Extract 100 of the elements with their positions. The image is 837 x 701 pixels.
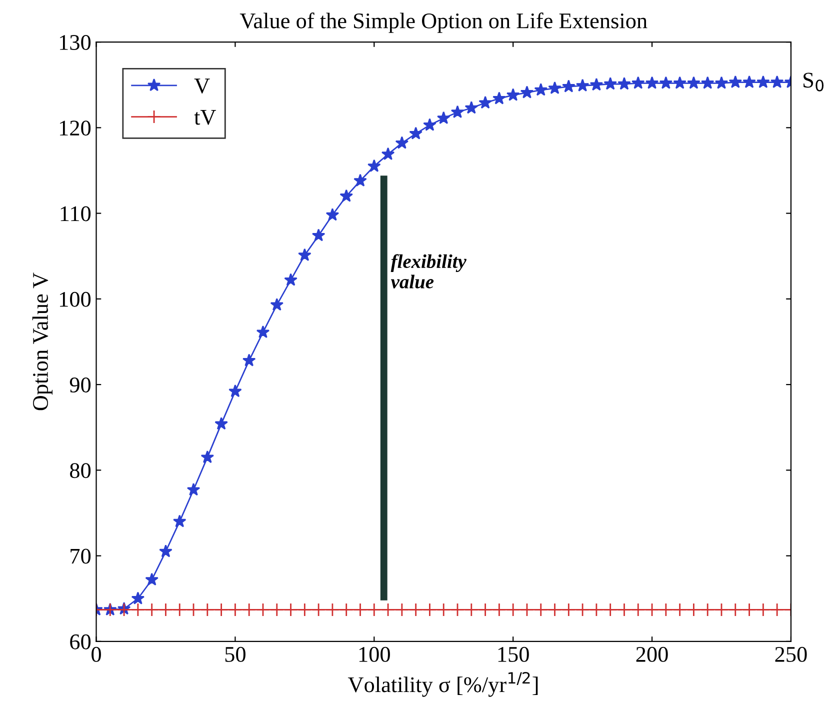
- point: [242, 354, 256, 366]
- point: [144, 602, 159, 617]
- point: [756, 602, 770, 617]
- point: [312, 602, 326, 617]
- point: [464, 602, 478, 617]
- point: [673, 76, 686, 89]
- point: [742, 602, 756, 617]
- point: [158, 602, 173, 617]
- point: [562, 80, 576, 92]
- point: [353, 602, 368, 617]
- point: [548, 81, 562, 94]
- y-tick-label: 100: [60, 292, 91, 307]
- point: [381, 147, 395, 160]
- point: [478, 602, 492, 617]
- x-tick-label: 50: [225, 646, 246, 662]
- y-tick-label: 60: [70, 634, 91, 650]
- point: [256, 602, 270, 617]
- legend-label: V: [194, 78, 210, 94]
- point: [603, 602, 618, 617]
- chart-title: Value of the Simple Option on Life Extension: [240, 12, 648, 33]
- point: [200, 450, 214, 464]
- point: [340, 189, 353, 202]
- x-tick-label: 200: [636, 646, 668, 662]
- point: [422, 602, 437, 617]
- x-axis-title: Volatility σ [%/yr$^{1/2}$]: [348, 672, 538, 697]
- point: [506, 602, 520, 617]
- point: [506, 88, 520, 101]
- point: [478, 96, 492, 109]
- point: [520, 602, 534, 617]
- annotation: flexibility value: [390, 254, 466, 288]
- point: [450, 105, 464, 118]
- point: [326, 602, 340, 617]
- point: [645, 602, 659, 617]
- annotation: S$_{0}$: [804, 72, 824, 92]
- point: [131, 592, 145, 604]
- point: [590, 78, 604, 91]
- point: [436, 602, 451, 617]
- point: [298, 248, 312, 262]
- point: [423, 118, 436, 131]
- point: [436, 111, 450, 124]
- point: [631, 76, 645, 89]
- point: [186, 482, 200, 496]
- point: [270, 298, 284, 311]
- y-tick-label: 130: [60, 34, 91, 50]
- x-tick-label: 0: [92, 646, 101, 662]
- point: [312, 228, 326, 242]
- point: [284, 602, 298, 617]
- point: [590, 602, 604, 617]
- y-axis-title: Option Value V: [32, 272, 53, 410]
- point: [645, 76, 659, 89]
- point: [534, 83, 548, 96]
- point: [576, 602, 590, 617]
- point: [714, 602, 728, 617]
- point: [576, 78, 590, 92]
- point: [714, 76, 728, 89]
- x-tick-label: 100: [359, 646, 390, 662]
- y-tick-label: 120: [60, 120, 91, 136]
- point: [200, 602, 214, 617]
- point: [464, 101, 478, 114]
- point: [186, 602, 200, 617]
- point: [214, 602, 228, 617]
- point: [130, 602, 145, 617]
- point: [242, 602, 256, 617]
- point: [700, 76, 714, 89]
- point: [270, 602, 284, 617]
- point: [672, 602, 687, 617]
- point: [618, 77, 631, 90]
- point: [326, 208, 340, 221]
- point: [770, 602, 784, 617]
- point: [159, 544, 172, 558]
- point: [492, 92, 506, 104]
- point: [354, 174, 367, 187]
- point: [145, 572, 158, 586]
- point: [409, 126, 422, 140]
- point: [228, 602, 242, 617]
- y-tick-label: 110: [60, 206, 91, 222]
- point: [256, 325, 270, 338]
- y-tick-label: 80: [70, 463, 91, 478]
- point: [631, 602, 646, 617]
- point: [658, 602, 673, 617]
- point: [520, 86, 534, 98]
- point: [617, 602, 632, 617]
- point: [172, 602, 187, 617]
- point: [395, 136, 409, 149]
- x-tick-label: 250: [775, 646, 807, 662]
- point: [214, 416, 228, 430]
- point: [728, 602, 742, 617]
- point: [381, 602, 395, 617]
- point: [687, 76, 700, 89]
- point: [408, 602, 423, 617]
- point: [172, 514, 186, 528]
- y-tick-label: 90: [70, 377, 91, 392]
- point: [548, 602, 562, 617]
- point: [562, 602, 576, 617]
- point: [368, 159, 381, 172]
- legend-label: tV: [194, 110, 216, 125]
- point: [367, 602, 382, 617]
- point: [450, 602, 464, 617]
- point: [298, 602, 312, 617]
- point: [284, 273, 298, 286]
